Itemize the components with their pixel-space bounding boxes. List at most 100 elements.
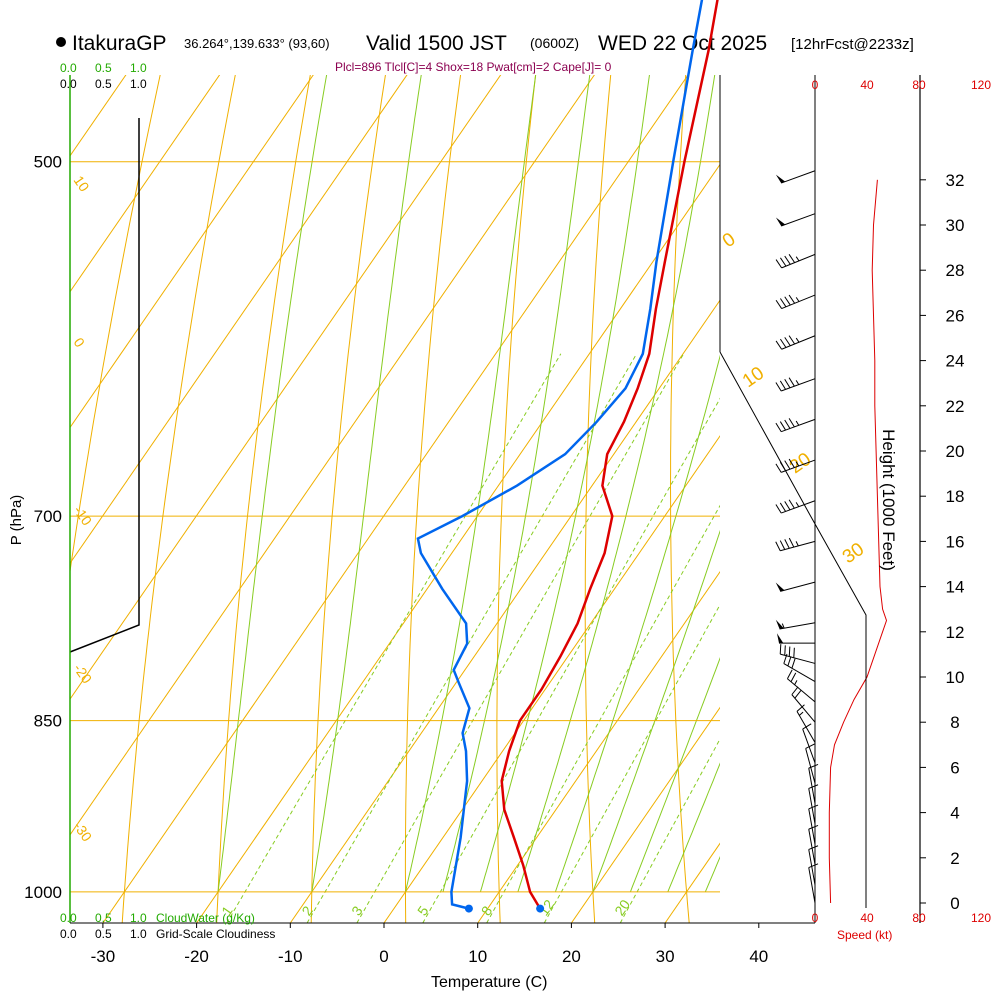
- barb-pennant: [775, 217, 786, 227]
- height-tick-label: 26: [946, 306, 965, 325]
- mixing-ratio-label: 2: [298, 903, 316, 919]
- barb-flag: [784, 296, 791, 306]
- isotherm-line: [70, 75, 314, 429]
- isotherm-label: -30: [71, 819, 96, 845]
- isotherm-label: -20: [71, 661, 96, 687]
- surface-dewpoint-marker: [536, 904, 545, 913]
- cloudiness-profile: [69, 118, 140, 653]
- dry-adiabat-line: [310, 75, 386, 923]
- speed-tick-label-bottom: 120: [971, 911, 991, 925]
- station-coords: 36.264°,139.633° (93,60): [184, 36, 330, 51]
- dry-adiabat-line: [496, 75, 537, 923]
- moist-adiabat-line: [405, 75, 537, 893]
- barb-staff: [779, 622, 816, 630]
- wind-barb: [808, 863, 819, 904]
- height-tick-label: 20: [946, 442, 965, 461]
- mixing-ratio-label: 8: [478, 903, 496, 919]
- barb-staff: [808, 768, 816, 804]
- barb-half-flag: [795, 256, 800, 262]
- barb-flag: [775, 259, 783, 269]
- cloud-scale-tick: 0.5: [95, 61, 112, 75]
- height-tick-label: 4: [950, 804, 959, 823]
- barb-flag: [808, 784, 819, 789]
- barb-half-flag: [795, 541, 799, 547]
- cloud-scale-tick: 1.0: [130, 77, 147, 91]
- isotherm-line: [664, 842, 720, 923]
- wind-barb: [775, 377, 816, 392]
- barb-staff: [781, 170, 816, 184]
- barb-flag: [793, 647, 795, 658]
- dry-adiabat-line: [584, 75, 612, 923]
- speed-tick-label-bottom: 0: [812, 911, 819, 925]
- barb-flag: [779, 298, 787, 308]
- utc-time: (0600Z): [530, 35, 579, 51]
- wind-barb: [776, 633, 815, 644]
- speed-axis-title: Speed (kt): [837, 928, 892, 942]
- height-tick-label: 18: [946, 487, 965, 506]
- temp-tick-label: 30: [656, 947, 675, 966]
- dry-adiabat-line: [669, 75, 690, 923]
- isotherm-line: [70, 75, 127, 157]
- height-tick-label: 8: [950, 713, 959, 732]
- dry-adiabat-label: 10: [739, 363, 768, 392]
- wind-barb: [775, 581, 816, 592]
- barb-flag: [775, 422, 782, 432]
- panel-boundary: [719, 351, 867, 908]
- forecast-run: [12hrFcst@2233z]: [791, 36, 914, 53]
- barb-flag: [775, 504, 782, 514]
- dry-adiabat-label: 0: [719, 229, 740, 252]
- height-tick-label: 30: [946, 216, 965, 235]
- barb-flag: [783, 653, 788, 664]
- barb-flag: [784, 539, 790, 549]
- barb-staff: [781, 378, 816, 392]
- wind-barb: [808, 763, 819, 804]
- cloud-scale-tick: 0.0: [60, 77, 77, 91]
- speed-tick-label-bottom: 80: [912, 911, 926, 925]
- barb-flag: [802, 723, 812, 730]
- barb-staff: [780, 581, 816, 592]
- height-tick-label: 28: [946, 261, 965, 280]
- barb-flag: [784, 460, 791, 470]
- barb-half-flag: [795, 420, 800, 426]
- speed-tick-label-top: 80: [912, 78, 926, 92]
- dry-adiabat-line: [404, 75, 462, 923]
- y-axis-title: P (hPa): [8, 495, 25, 546]
- wind-barb: [775, 294, 816, 310]
- barb-flag: [779, 540, 786, 550]
- mixing-ratio-line: [543, 603, 720, 923]
- barb-half-flag: [799, 711, 804, 716]
- barb-flag: [788, 646, 791, 657]
- isotherm-label: 0: [71, 335, 89, 351]
- barb-staff: [781, 335, 816, 350]
- height-tick-label: 12: [946, 623, 965, 642]
- barb-pennant: [776, 633, 784, 644]
- wind-barb: [775, 213, 816, 227]
- mixing-ratio-line: [356, 353, 685, 923]
- barb-half-flag: [794, 680, 798, 685]
- isotherm-line: [0, 0, 476, 923]
- isotherm-line: [70, 75, 221, 293]
- barb-staff: [805, 748, 816, 784]
- barb-staff: [802, 728, 816, 764]
- valid-time: Valid 1500 JST: [366, 32, 507, 55]
- isotherm-line: [477, 570, 720, 923]
- barb-flag: [808, 863, 819, 869]
- barb-flag: [784, 645, 786, 656]
- barb-staff: [808, 829, 816, 865]
- barb-flag: [805, 743, 815, 749]
- speed-tick-label-top: 0: [812, 78, 819, 92]
- wind-barb: [791, 686, 816, 723]
- temp-tick-label: 40: [749, 947, 768, 966]
- temp-tick-label: -10: [278, 947, 303, 966]
- pressure-tick-label: 850: [34, 712, 62, 731]
- barb-flag: [788, 537, 795, 548]
- wind-barb: [805, 743, 816, 784]
- height-tick-label: 10: [946, 668, 965, 687]
- barb-flag: [775, 299, 783, 309]
- isotherm-line: [853, 0, 1000, 923]
- barb-staff: [780, 540, 816, 552]
- mixing-ratio-label: 20: [611, 896, 633, 918]
